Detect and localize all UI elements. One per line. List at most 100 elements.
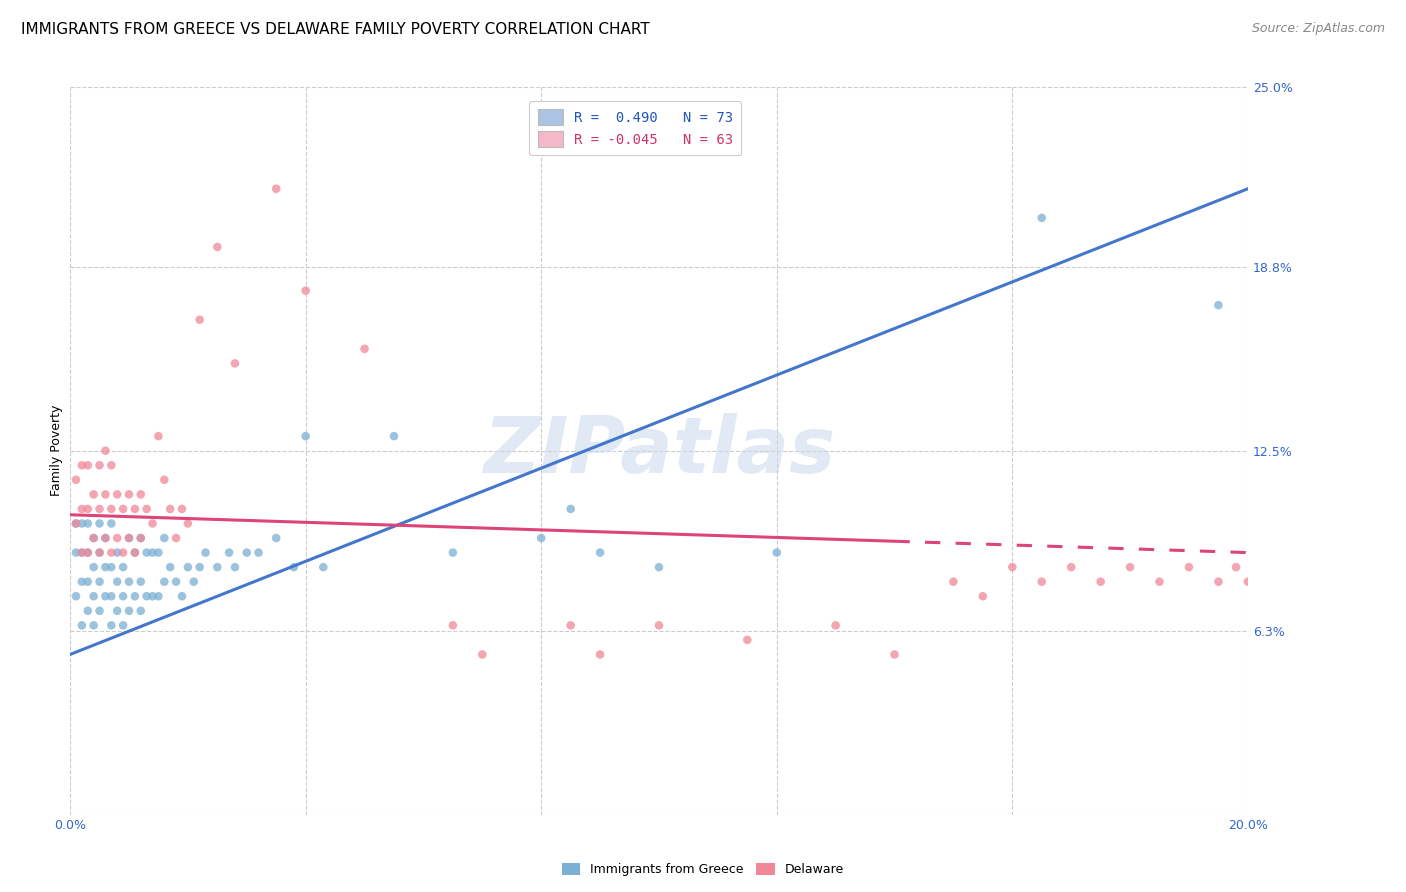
Point — [972, 589, 994, 603]
Point — [89, 516, 111, 531]
Point — [382, 429, 405, 443]
Point — [236, 545, 259, 559]
Point — [177, 516, 200, 531]
Point — [135, 502, 157, 516]
Point — [100, 560, 122, 574]
Point — [183, 574, 205, 589]
Point — [124, 589, 146, 603]
Point — [76, 545, 98, 559]
Point — [264, 182, 287, 196]
Point — [118, 531, 141, 545]
Legend: R =  0.490   N = 73, R = -0.045   N = 63: R = 0.490 N = 73, R = -0.045 N = 63 — [530, 101, 741, 155]
Point — [129, 604, 152, 618]
Point — [224, 356, 246, 370]
Point — [65, 516, 87, 531]
Point — [560, 618, 582, 632]
Point — [76, 604, 98, 618]
Point — [118, 487, 141, 501]
Point — [188, 560, 211, 574]
Point — [589, 545, 612, 559]
Point — [83, 589, 105, 603]
Point — [1031, 211, 1053, 225]
Point — [177, 560, 200, 574]
Point — [70, 458, 93, 473]
Point — [105, 531, 128, 545]
Point — [824, 618, 846, 632]
Point — [141, 516, 163, 531]
Point — [283, 560, 305, 574]
Point — [105, 574, 128, 589]
Point — [124, 545, 146, 559]
Point — [560, 502, 582, 516]
Point — [112, 502, 135, 516]
Text: Source: ZipAtlas.com: Source: ZipAtlas.com — [1251, 22, 1385, 36]
Point — [135, 589, 157, 603]
Point — [737, 632, 759, 647]
Point — [141, 545, 163, 559]
Point — [94, 443, 117, 458]
Point — [105, 487, 128, 501]
Point — [112, 618, 135, 632]
Point — [100, 618, 122, 632]
Point — [83, 487, 105, 501]
Point — [1060, 560, 1083, 574]
Point — [1031, 574, 1053, 589]
Point — [89, 502, 111, 516]
Point — [129, 487, 152, 501]
Point — [218, 545, 240, 559]
Point — [135, 545, 157, 559]
Point — [70, 502, 93, 516]
Point — [159, 560, 181, 574]
Point — [124, 545, 146, 559]
Point — [1208, 298, 1230, 312]
Point — [94, 487, 117, 501]
Text: ZIPatlas: ZIPatlas — [482, 413, 835, 489]
Point — [70, 618, 93, 632]
Point — [148, 589, 170, 603]
Point — [247, 545, 270, 559]
Point — [118, 574, 141, 589]
Point — [105, 604, 128, 618]
Point — [441, 545, 464, 559]
Point — [112, 589, 135, 603]
Point — [100, 458, 122, 473]
Point — [353, 342, 375, 356]
Point — [148, 545, 170, 559]
Point — [148, 429, 170, 443]
Point — [100, 545, 122, 559]
Point — [883, 648, 905, 662]
Point — [124, 502, 146, 516]
Point — [70, 574, 93, 589]
Point — [129, 531, 152, 545]
Point — [765, 545, 787, 559]
Point — [94, 531, 117, 545]
Point — [129, 574, 152, 589]
Point — [153, 473, 176, 487]
Point — [83, 531, 105, 545]
Point — [100, 516, 122, 531]
Point — [1225, 560, 1247, 574]
Point — [76, 502, 98, 516]
Legend: Immigrants from Greece, Delaware: Immigrants from Greece, Delaware — [557, 858, 849, 881]
Point — [207, 240, 229, 254]
Point — [112, 560, 135, 574]
Point — [76, 458, 98, 473]
Point — [224, 560, 246, 574]
Point — [1119, 560, 1142, 574]
Point — [294, 429, 316, 443]
Point — [70, 545, 93, 559]
Point — [65, 545, 87, 559]
Point — [141, 589, 163, 603]
Point — [76, 574, 98, 589]
Point — [153, 531, 176, 545]
Point — [471, 648, 494, 662]
Point — [589, 648, 612, 662]
Point — [118, 531, 141, 545]
Point — [170, 589, 193, 603]
Point — [100, 502, 122, 516]
Point — [94, 589, 117, 603]
Point — [112, 545, 135, 559]
Point — [94, 531, 117, 545]
Point — [65, 589, 87, 603]
Point — [170, 502, 193, 516]
